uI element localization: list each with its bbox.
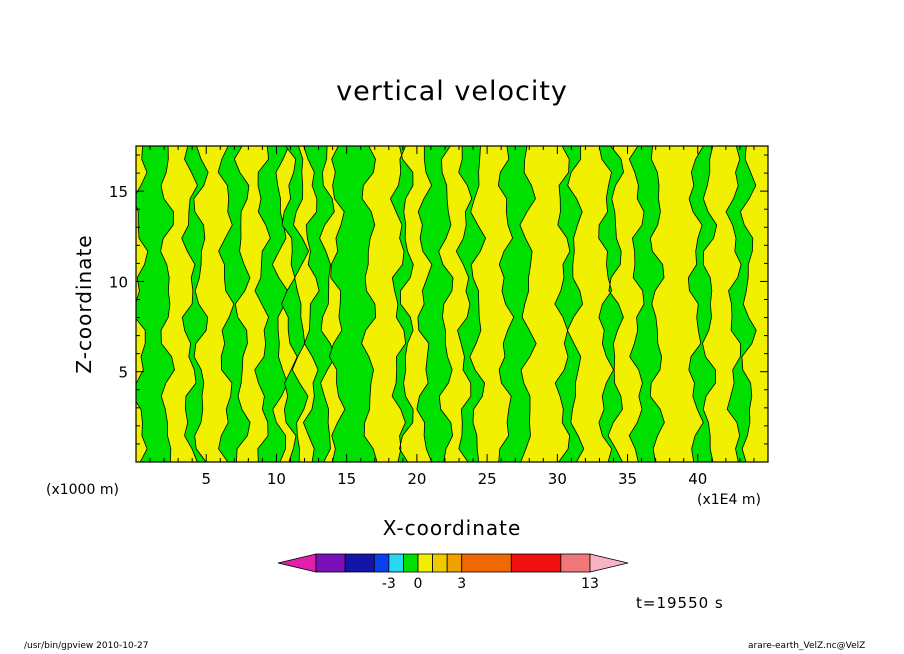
footer-command: /usr/bin/gpview 2010-10-27 xyxy=(24,641,149,651)
negative-velocity-band xyxy=(497,146,537,462)
negative-velocity-band xyxy=(389,146,414,462)
y-axis-units: (x1000 m) xyxy=(46,482,119,498)
colorbar-segment xyxy=(589,553,629,573)
negative-velocity-band xyxy=(281,146,310,462)
x-tick-label: 20 xyxy=(407,470,426,488)
x-axis-units: (x1E4 m) xyxy=(697,492,761,508)
colorbar-segment xyxy=(344,553,375,573)
x-tick-label: 35 xyxy=(618,470,637,488)
colorbar-segment xyxy=(373,553,390,573)
chart-title: vertical velocity xyxy=(336,76,568,107)
colorbar-segment xyxy=(461,553,512,573)
negative-velocity-band xyxy=(181,146,209,462)
x-tick-label: 10 xyxy=(267,470,286,488)
x-axis-label: X-coordinate xyxy=(382,516,522,540)
colorbar-segment xyxy=(315,553,346,573)
colorbar: -3 0 3 13 xyxy=(277,553,629,592)
x-tick-label: 5 xyxy=(201,470,211,488)
colorbar-segment xyxy=(446,553,463,573)
colorbar-tick-label: 13 xyxy=(581,576,599,592)
negative-velocity-band xyxy=(687,146,718,462)
colorbar-tick-label: 3 xyxy=(457,576,466,592)
colorbar-segment xyxy=(510,553,562,573)
time-label: t=19550 s xyxy=(636,594,724,612)
colorbar-tick-label: -3 xyxy=(382,576,396,592)
y-tick-label: 10 xyxy=(109,273,128,291)
negative-velocity-band xyxy=(416,146,454,462)
footer-source: arare-earth_VelZ.nc@VelZ xyxy=(748,641,866,651)
negative-velocity-band xyxy=(598,146,624,462)
negative-velocity-band xyxy=(254,146,290,462)
negative-velocity-band xyxy=(725,146,757,462)
negative-velocity-band xyxy=(628,146,665,462)
colorbar-tick-label: 0 xyxy=(414,576,423,592)
colorbar-segment xyxy=(277,553,317,573)
x-tick-label: 30 xyxy=(548,470,567,488)
negative-velocity-band xyxy=(554,146,585,462)
y-tick-label: 5 xyxy=(118,364,128,382)
negative-velocity-band xyxy=(136,146,175,462)
x-tick-label: 15 xyxy=(337,470,356,488)
negative-velocity-band xyxy=(328,146,378,462)
colorbar-segment xyxy=(432,553,448,573)
x-tick-label: 25 xyxy=(478,470,497,488)
colorbar-segment xyxy=(403,553,419,573)
colorbar-segment xyxy=(417,553,433,573)
negative-velocity-band xyxy=(455,146,487,462)
negative-velocity-band xyxy=(217,146,251,462)
y-tick-label: 15 xyxy=(109,183,128,201)
colorbar-segment xyxy=(388,553,404,573)
plot-frame xyxy=(135,145,769,463)
colorbar-segment xyxy=(560,553,591,573)
negative-velocity-band xyxy=(302,146,336,462)
x-tick-label: 40 xyxy=(688,470,707,488)
